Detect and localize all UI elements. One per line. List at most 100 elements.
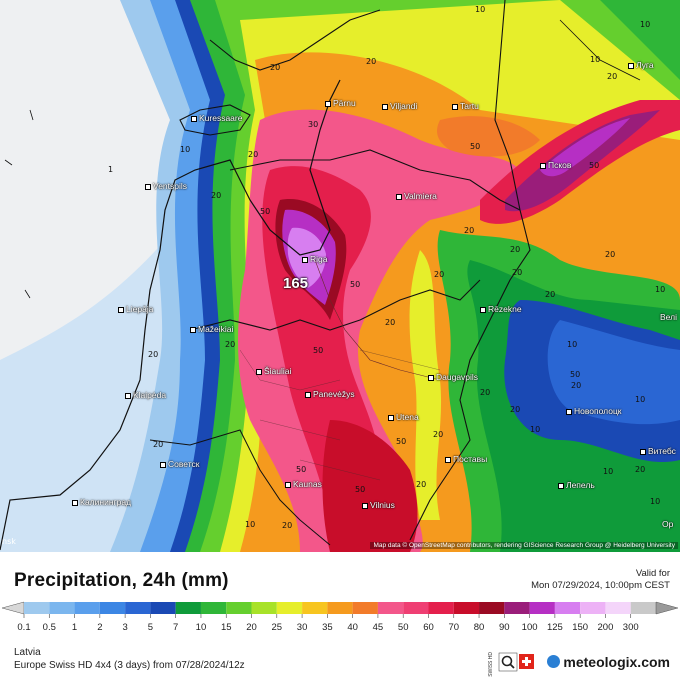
- contour-label: 20: [270, 63, 281, 72]
- contour-label: 10: [603, 467, 614, 476]
- scale-label: 2: [97, 622, 102, 633]
- contour-label: 20: [148, 350, 159, 359]
- contour-label: 20: [510, 405, 521, 414]
- city-label: Riga: [302, 254, 327, 264]
- contour-label: 10: [655, 285, 666, 294]
- scale-swatch: [226, 602, 252, 614]
- city-label: Šiauliai: [256, 366, 291, 376]
- scale-label: 60: [423, 622, 434, 633]
- scale-label: 15: [221, 622, 232, 633]
- swiss-hd-badge: SWISS HD: [488, 652, 494, 677]
- scale-label: 100: [522, 622, 538, 633]
- city-label: Rēzekne: [480, 304, 522, 314]
- map-title: Precipitation, 24h (mm): [14, 570, 229, 591]
- swiss-flag-icon: [519, 654, 534, 669]
- contour-label: 20: [366, 57, 377, 66]
- contour-label: 50: [350, 280, 361, 289]
- scale-label: 50: [398, 622, 409, 633]
- scale-swatch: [352, 602, 378, 614]
- contour-label: 10: [567, 340, 578, 349]
- edge-label: nsk: [2, 537, 16, 546]
- scale-label: 90: [499, 622, 510, 633]
- city-label: Pärnu: [325, 98, 356, 108]
- contour-label: 10: [530, 425, 541, 434]
- scale-swatch: [554, 602, 581, 614]
- scale-label: 40: [347, 622, 358, 633]
- scale-swatch: [24, 602, 50, 614]
- contour-label: 50: [589, 161, 600, 170]
- scale-swatch: [504, 602, 530, 614]
- city-label: Ventspils: [145, 181, 187, 191]
- contour-label: 20: [545, 290, 556, 299]
- city-label: Советск: [160, 459, 200, 469]
- contour-label: 20: [153, 440, 164, 449]
- scale-swatch: [403, 602, 429, 614]
- scale-swatch: [200, 602, 227, 614]
- scale-label: 125: [547, 622, 563, 633]
- contour-label: 20: [571, 381, 582, 390]
- scale-swatch: [99, 602, 126, 614]
- map-attribution[interactable]: Map data © OpenStreetMap contributors, r…: [370, 542, 678, 549]
- city-label: Kaunas: [285, 479, 322, 489]
- scale-label: 7: [173, 622, 178, 633]
- city-label: Псков: [540, 160, 571, 170]
- contour-label: 20: [605, 250, 616, 259]
- city-label: Новополоцк: [566, 406, 622, 416]
- scale-label: 0.1: [17, 622, 30, 633]
- contour-label: 20: [225, 340, 236, 349]
- scale-label: 3: [122, 622, 127, 633]
- contour-label: 20: [510, 245, 521, 254]
- contour-label: 50: [355, 485, 366, 494]
- contour-label: 10: [590, 55, 601, 64]
- contour-label: 50: [470, 142, 481, 151]
- scale-swatch: [529, 602, 555, 614]
- scale-swatch: [251, 602, 277, 614]
- contour-label: 20: [464, 226, 475, 235]
- city-label: Mažeikiai: [190, 324, 233, 334]
- city-label: Daugavpils: [428, 372, 478, 382]
- city-label: Vilnius: [362, 500, 395, 510]
- scale-label: 35: [322, 622, 333, 633]
- city-label: Tartu: [452, 101, 479, 111]
- magnifier-icon: [498, 652, 518, 672]
- precipitation-map[interactable]: Луга Pärnu Viljandi Tartu Kuressaare Пск…: [0, 0, 680, 552]
- scale-swatch: [175, 602, 201, 614]
- contour-label: 20: [434, 270, 445, 279]
- contour-label: 20: [607, 72, 618, 81]
- contour-label: 30: [308, 120, 319, 129]
- brand-text: meteologix.com: [563, 654, 670, 670]
- scale-label: 0.5: [43, 622, 56, 633]
- city-label: Витебс: [640, 446, 676, 456]
- contour-label: 50: [570, 370, 581, 379]
- city-label: Ор: [662, 519, 674, 529]
- contour-label: 20: [282, 521, 293, 530]
- city-label: Лепель: [558, 480, 595, 490]
- scale-swatch: [150, 602, 176, 614]
- model-run-label: Europe Swiss HD 4x4 (3 days) from 07/28/…: [14, 660, 245, 671]
- valid-for-label: Valid for: [635, 568, 670, 579]
- precipitation-field: [0, 0, 680, 552]
- contour-label: 20: [433, 430, 444, 439]
- contour-label: 20: [635, 465, 646, 474]
- contour-label: 50: [396, 437, 407, 446]
- color-scale: 0.1 0.5 1 2 3 5 7 10 15 20 25 30 35 40 45 50 60 70 80 90 100…: [1, 601, 679, 633]
- contour-label: 10: [635, 395, 646, 404]
- brand-link[interactable]: meteologix.com: [547, 654, 670, 670]
- contour-label: 20: [480, 388, 491, 397]
- contour-label: 20: [416, 480, 427, 489]
- contour-label: 20: [211, 191, 222, 200]
- scale-label: 70: [448, 622, 459, 633]
- scale-swatch: [605, 602, 631, 614]
- city-label: Kuressaare: [191, 113, 242, 123]
- scale-label: 45: [373, 622, 384, 633]
- scale-label: 150: [572, 622, 588, 633]
- contour-label: 20: [512, 268, 523, 277]
- scale-label: 5: [148, 622, 153, 633]
- scale-label: 200: [598, 622, 614, 633]
- city-label: Klaipėda: [125, 390, 166, 400]
- city-label: Panevėžys: [305, 389, 355, 399]
- scale-swatch: [125, 602, 151, 614]
- max-value-label: 165: [283, 275, 309, 292]
- scale-swatch: [327, 602, 353, 614]
- city-label: Utena: [388, 412, 419, 422]
